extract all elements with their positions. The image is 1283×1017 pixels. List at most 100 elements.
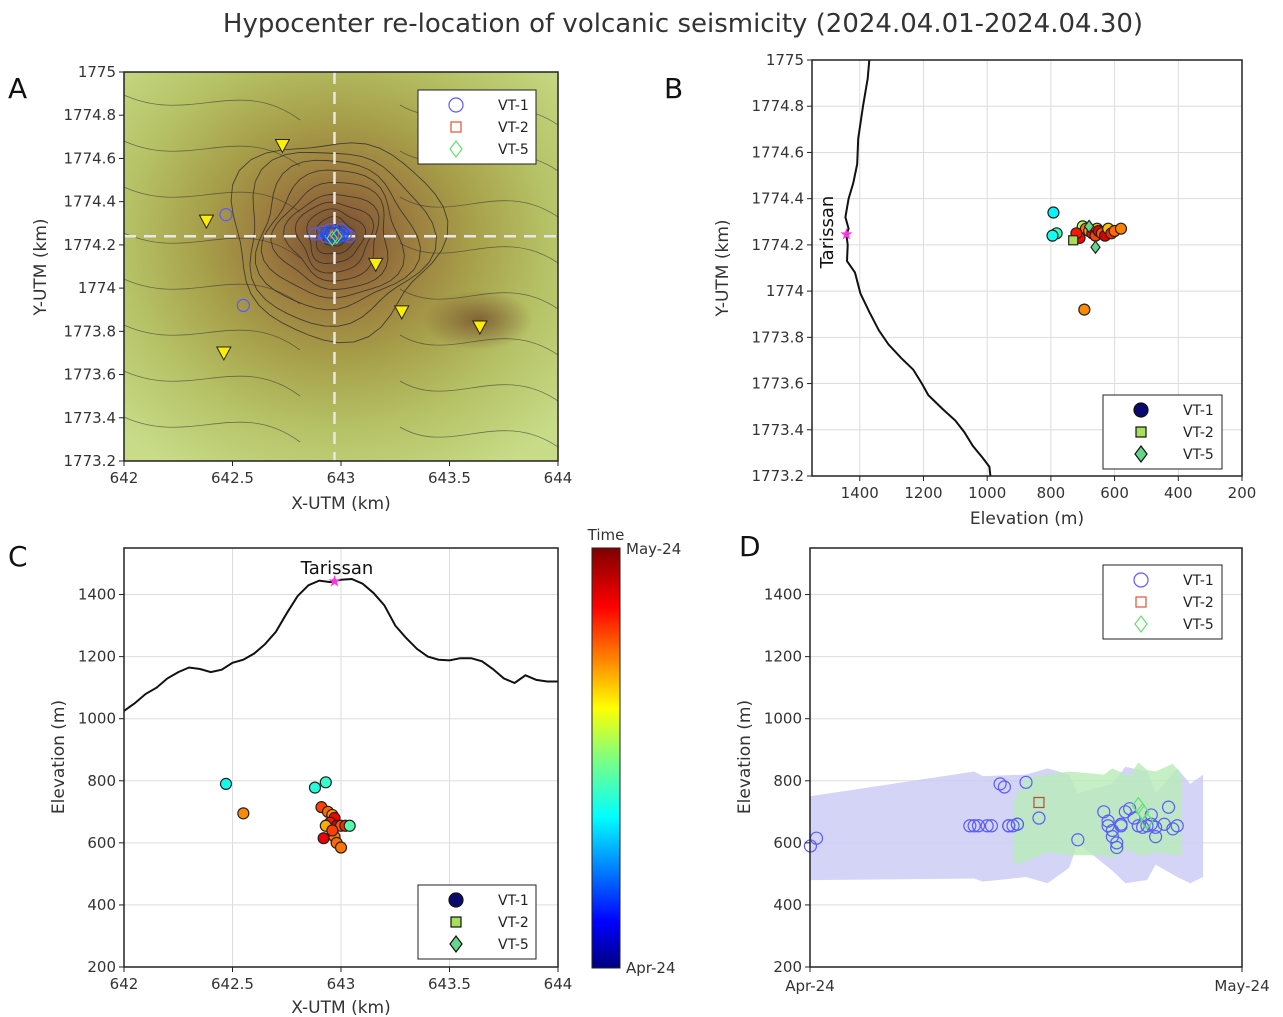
y-tick-label: 1773.4 [64,409,117,427]
x-tick-label: 1400 [841,484,879,502]
contour-line [124,278,301,305]
hypocenter-point [326,824,339,837]
contour-line [124,186,301,213]
y-tick-label: 1774.2 [752,236,805,254]
x-tick-label: Apr-24 [785,977,835,995]
legend-label: VT-2 [498,915,529,931]
legend-box [417,884,537,960]
vt1-point [1114,817,1128,831]
vt2-point [1033,796,1045,809]
y-tick-label: 1000 [764,710,802,728]
vt1-point [1110,840,1124,855]
legend-label: VT-1 [498,98,529,114]
vt5-point [326,230,339,247]
legend-marker-vt2 [1135,596,1147,608]
legend-label: VT-5 [498,142,529,158]
legend-marker-vt1 [448,97,464,113]
y-tick-label: 600 [773,834,802,852]
panel-letter-c: C [8,540,28,573]
x-tick-label: 800 [1037,484,1066,502]
y-tick-label: 1774.6 [64,149,117,167]
panel-c-points [219,776,356,854]
vt1-point [236,298,250,312]
x-tick-label: 642.5 [211,469,254,487]
contour-line [255,159,421,311]
vt1-point [334,229,348,243]
x-tick-label: 643.5 [428,469,471,487]
contour-line [294,201,375,274]
vt1-point [343,229,357,243]
stations-layer [198,138,488,361]
panel-d-points [803,775,1184,855]
legend-label: VT-2 [498,120,529,136]
hypocenter-point [317,832,330,845]
vt1-point [1002,819,1016,833]
legend-marker-vt1 [1133,572,1149,588]
legend-marker-vt5 [1134,615,1148,633]
hypocenter-point [308,781,322,794]
contour-line [124,370,301,397]
contour-line [399,242,558,264]
figure-title: Hypocenter re-location of volcanic seism… [223,9,1143,39]
vt1-point [993,777,1007,791]
legend-label: VT-2 [1183,595,1214,611]
station-marker [472,320,488,336]
y-tick-label: 200 [87,958,116,976]
y-tick-label: 1774 [78,279,116,297]
y-tick-label: 1774.4 [752,190,805,208]
panel-c-ticks: 642 642.5 643 643.5 644 200 400 600 800 1000 1200 1… [78,586,573,993]
panel-b-ticks: 1400 1200 1000 800 600 400 200 1773.2 1773.4 1773… [752,51,1257,502]
panel-d-ticks: 200 400 600 800 1000 1200 1400 Apr-24 May-24 [764,586,1270,995]
y-tick-label: 1774.4 [64,193,117,211]
panel-letter-b: B [664,72,683,105]
legend-label: VT-2 [1183,425,1214,441]
x-tick-label: 642 [110,975,139,993]
vt1-point [1166,822,1180,836]
vt1-point [1110,836,1124,850]
vt1-point [319,226,334,240]
legend-marker-vt5 [449,935,463,953]
y-tick-label: 1773.6 [752,375,805,393]
vt1-point [1019,775,1033,789]
hypocenter-point [1078,303,1091,316]
vt1-point [1032,811,1046,825]
y-tick-label: 1000 [78,710,116,728]
legend-label: VT-1 [498,893,529,909]
legend-box [1102,564,1223,640]
legend-box [417,89,537,165]
vt1-point [1170,819,1184,833]
y-tick-label: 400 [773,896,802,914]
hypocenter-point [1114,222,1128,235]
panel-b-ylabel: Y-UTM (km) [713,219,733,317]
x-tick-label: May-24 [1214,977,1269,995]
panel-c-annotation: Tarissan [300,558,374,579]
y-tick-label: 1774.8 [64,106,117,124]
contour-line [399,334,558,356]
vt1-point [971,819,986,833]
legend-label: VT-5 [498,937,529,953]
topography-profile [844,59,992,477]
summit-star: ★ [839,224,853,243]
y-tick-label: 1773.8 [752,328,805,346]
legend-label: VT-5 [1183,617,1214,633]
x-tick-label: 600 [1100,484,1129,502]
contour-line [399,196,558,218]
panel-b-profile: ★ [839,59,992,477]
hypocenter-point [343,819,356,832]
vt1-point [314,225,329,239]
x-tick-label: 644 [544,975,573,993]
vt1-point [1161,800,1176,814]
y-tick-label: 1774.6 [752,143,805,161]
colorbar-gradient [591,547,621,969]
vt1-point [1105,823,1120,838]
panel-b-xlabel: Elevation (m) [970,509,1084,529]
vt2-point [1068,235,1079,246]
panel-letter-a: A [8,72,27,105]
panel-c: ★ 642 642.5 643 643.5 644 200 400 600 800 1000 120… [49,547,573,1017]
legend-label: VT-5 [1183,447,1214,463]
panel-letter-d: D [739,530,761,563]
legend-label: VT-1 [1183,403,1214,419]
station-marker [215,346,232,361]
contour-line [124,324,301,351]
vt5-point [1083,219,1095,234]
